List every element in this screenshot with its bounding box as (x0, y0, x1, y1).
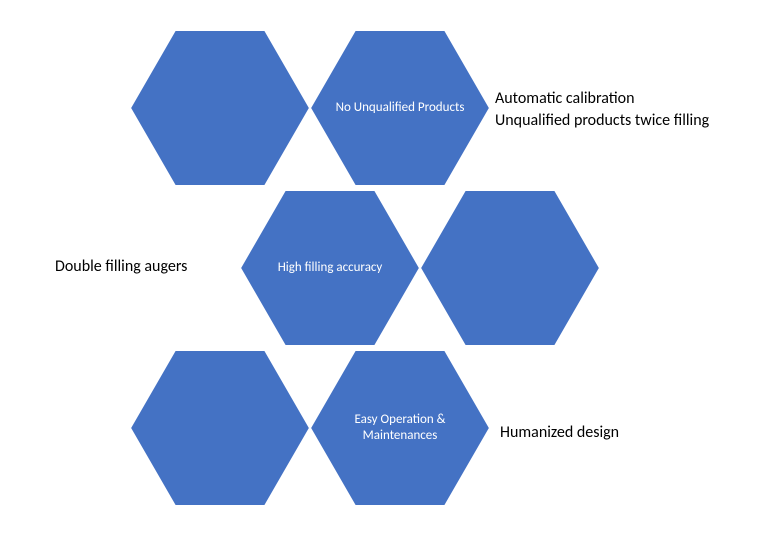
hex-label: No Unqualified Products (336, 100, 465, 116)
hex-node-easy-operation: Easy Operation & Maintenances (310, 350, 490, 506)
hexagon-icon (130, 30, 310, 186)
hexagon-icon (420, 190, 600, 346)
hex-node-blank-bottom-left (130, 350, 310, 506)
hex-label: Easy Operation & Maintenances (332, 412, 468, 445)
annotation-auto-calibration: Automatic calibration Unqualified produc… (495, 88, 709, 131)
annotation-humanized-design: Humanized design (500, 422, 619, 444)
hex-node-no-unqualified: No Unqualified Products (310, 30, 490, 186)
hex-node-blank-mid-right (420, 190, 600, 346)
hexagon-icon (130, 350, 310, 506)
hex-label: High filling accuracy (278, 260, 383, 276)
hex-node-blank-top-left (130, 30, 310, 186)
annotation-double-filling: Double filling augers (55, 256, 187, 278)
hex-node-high-accuracy: High filling accuracy (240, 190, 420, 346)
